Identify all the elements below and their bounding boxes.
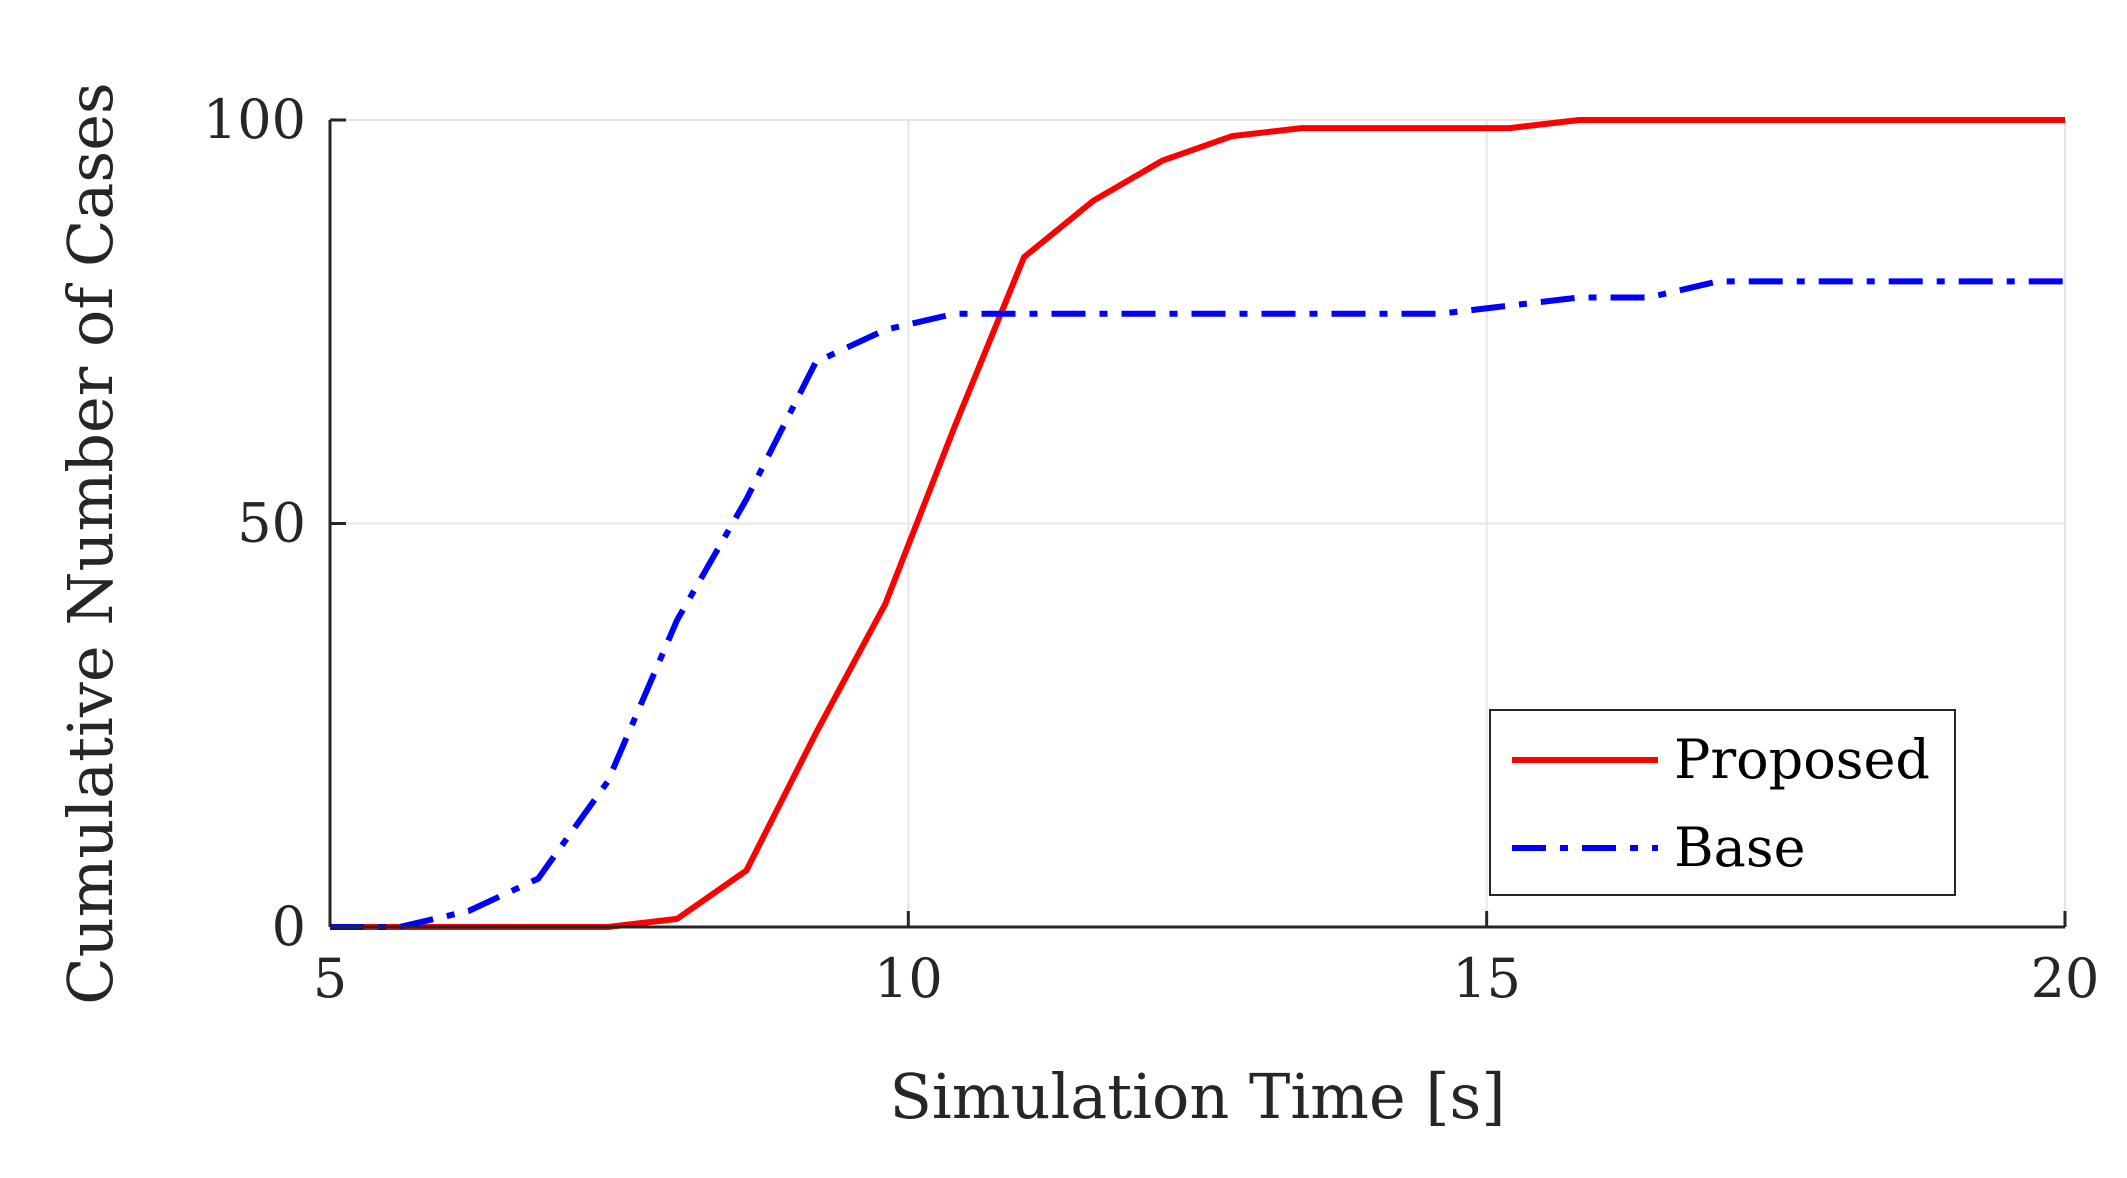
x-tick-label: 5 bbox=[313, 947, 347, 1010]
y-axis-label: Cumulative Number of Cases bbox=[54, 82, 127, 1004]
y-tick-label: 100 bbox=[203, 88, 306, 151]
x-tick-label: 10 bbox=[874, 947, 943, 1010]
ticks: 5 10 15 20 0 50 100 bbox=[203, 88, 2099, 1010]
x-tick-label: 20 bbox=[2031, 947, 2100, 1010]
legend-label-proposed: Proposed bbox=[1674, 728, 1930, 791]
y-tick-label: 50 bbox=[237, 492, 306, 555]
x-axis-label: Simulation Time [s] bbox=[889, 1060, 1505, 1133]
series-line-base bbox=[330, 278, 2065, 930]
legend-box bbox=[1489, 709, 1956, 896]
x-tick-label: 15 bbox=[1452, 947, 1521, 1010]
legend: Proposed Base bbox=[1489, 709, 1956, 896]
legend-label-base: Base bbox=[1674, 816, 1806, 879]
y-tick-label: 0 bbox=[272, 895, 306, 958]
